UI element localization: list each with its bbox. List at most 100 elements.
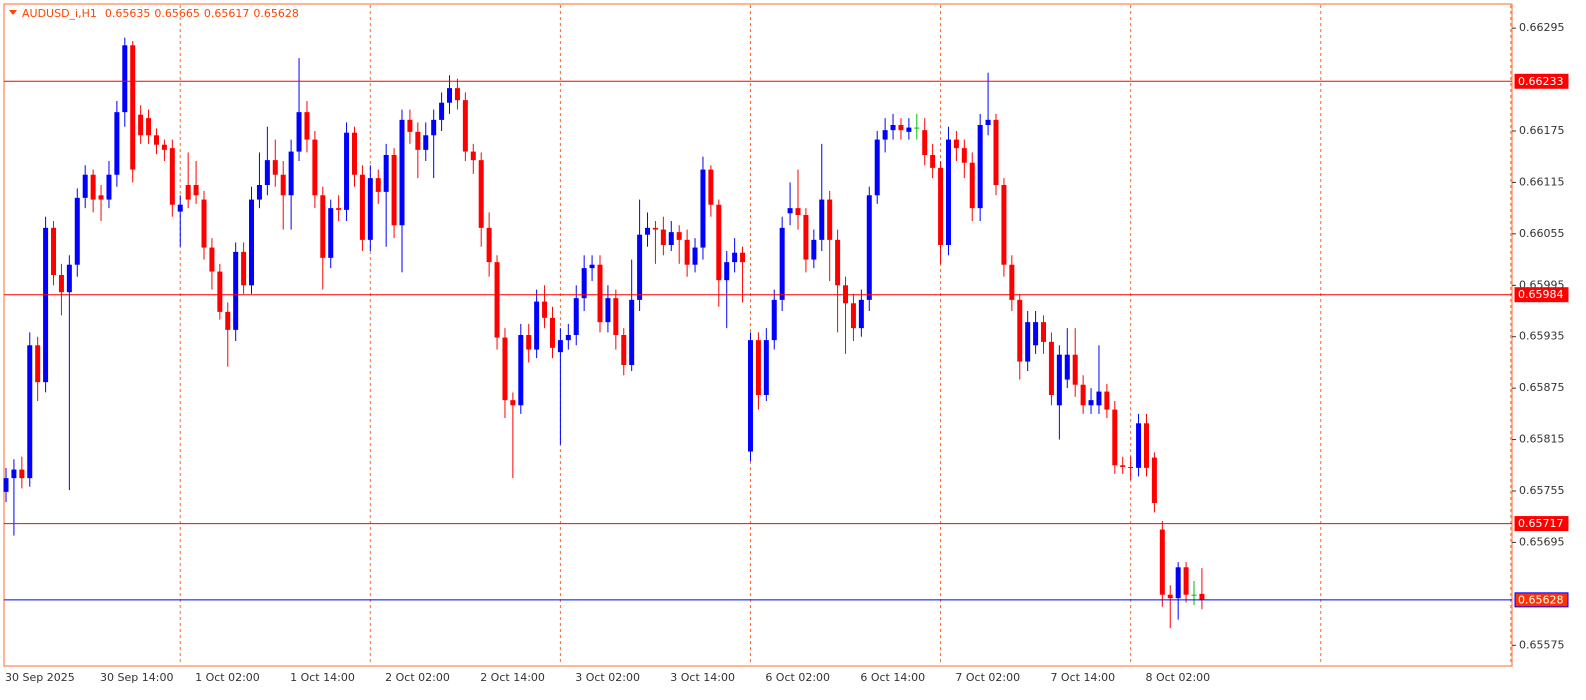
x-tick-label: 1 Oct 14:00 xyxy=(290,671,355,684)
level-label-box xyxy=(1514,516,1569,532)
y-tick-label: 0.65575 xyxy=(1519,638,1565,651)
candle-body xyxy=(874,139,880,196)
candle-body xyxy=(1159,529,1165,595)
candle-body xyxy=(589,264,595,269)
candle-body xyxy=(478,160,484,228)
candle-body xyxy=(423,135,429,150)
candle-body xyxy=(708,169,714,205)
x-tick-label: 6 Oct 02:00 xyxy=(765,671,830,684)
candle-body xyxy=(1017,299,1023,362)
candle-body xyxy=(597,264,603,323)
candle-body xyxy=(415,131,421,150)
candle-body xyxy=(407,119,413,132)
candle-body xyxy=(1080,384,1086,406)
candle-body xyxy=(138,114,144,136)
candle-body xyxy=(328,208,334,258)
candle-body xyxy=(676,232,682,240)
x-tick-label: 7 Oct 02:00 xyxy=(955,671,1020,684)
candle-body xyxy=(565,335,571,341)
candle-body xyxy=(431,119,437,136)
candle-body xyxy=(866,195,872,300)
candle-body xyxy=(447,88,453,103)
candle-body xyxy=(502,337,508,401)
candle-body xyxy=(755,340,761,395)
candle-body xyxy=(850,303,856,329)
candle-body xyxy=(185,185,191,200)
candle-body xyxy=(1104,391,1110,410)
level-label-box xyxy=(1514,287,1569,303)
candle-body xyxy=(1009,264,1015,300)
candle-body xyxy=(724,262,730,281)
y-tick-label: 0.66295 xyxy=(1519,21,1565,34)
candle-body xyxy=(898,125,904,131)
candle-body xyxy=(256,185,262,200)
candle-body xyxy=(391,155,397,226)
y-tick-label: 0.65755 xyxy=(1519,484,1565,497)
candle-body xyxy=(74,197,80,265)
plot-frame xyxy=(3,3,1513,667)
candle-body xyxy=(835,239,841,286)
candle-body xyxy=(549,317,555,348)
last-close: 0.65628 xyxy=(253,7,299,20)
candle-body xyxy=(637,234,643,300)
candle-body xyxy=(621,335,627,365)
candle-body xyxy=(383,155,389,192)
candle-body xyxy=(573,298,579,335)
last-high: 0.65665 xyxy=(154,7,200,20)
candle-body xyxy=(906,127,912,132)
x-tick-label: 30 Sep 14:00 xyxy=(100,671,173,684)
candle-body xyxy=(1033,322,1039,346)
x-tick-label: 6 Oct 14:00 xyxy=(860,671,925,684)
candle-body xyxy=(288,151,294,196)
candle-body xyxy=(660,229,666,245)
candle-body xyxy=(82,174,88,198)
candle-body xyxy=(1175,567,1181,599)
candle-body xyxy=(1048,341,1054,395)
chart-title: AUDUSD_i,H1 0.65635 0.65665 0.65617 0.65628 xyxy=(22,7,299,20)
candle-body xyxy=(1088,400,1094,406)
candle-body xyxy=(1167,594,1173,599)
candle-body xyxy=(494,262,500,338)
candle-body xyxy=(645,227,651,235)
last-open: 0.65635 xyxy=(105,7,151,20)
candle-body xyxy=(914,127,920,129)
candle-body xyxy=(518,335,524,406)
candle-body xyxy=(1001,185,1007,265)
candle-body xyxy=(930,155,936,168)
candle-body xyxy=(454,88,460,101)
candle-body xyxy=(201,199,207,248)
candle-body xyxy=(439,102,445,120)
y-tick-label: 0.66115 xyxy=(1519,175,1565,188)
level-label: 0.65628 xyxy=(1518,593,1564,606)
candle-body xyxy=(241,251,247,286)
candle-body xyxy=(209,247,215,272)
candle-body xyxy=(977,125,983,209)
y-tick-label: 0.65935 xyxy=(1519,330,1565,343)
x-tick-label: 8 Oct 02:00 xyxy=(1145,671,1210,684)
candle-body xyxy=(534,301,540,350)
candle-body xyxy=(106,174,112,200)
candle-body xyxy=(130,45,136,170)
candle-body xyxy=(470,151,476,161)
candle-body xyxy=(542,301,548,318)
candle-body xyxy=(882,130,888,140)
candle-body xyxy=(146,118,152,136)
candle-body xyxy=(375,178,381,192)
candle-body xyxy=(953,139,959,149)
candle-body xyxy=(225,311,231,330)
candle-body xyxy=(771,299,777,341)
candle-body xyxy=(367,178,373,240)
candle-body xyxy=(35,345,41,383)
last-low: 0.65617 xyxy=(204,7,250,20)
candle-body xyxy=(122,45,128,113)
candle-body xyxy=(19,469,25,479)
candle-body xyxy=(114,112,120,175)
candle-body xyxy=(1143,423,1149,468)
candle-body xyxy=(1096,391,1102,406)
candle-body xyxy=(11,469,17,479)
level-label: 0.66233 xyxy=(1518,75,1564,88)
candle-body xyxy=(486,227,492,263)
candle-body xyxy=(1191,594,1197,596)
candle-body xyxy=(890,125,896,131)
